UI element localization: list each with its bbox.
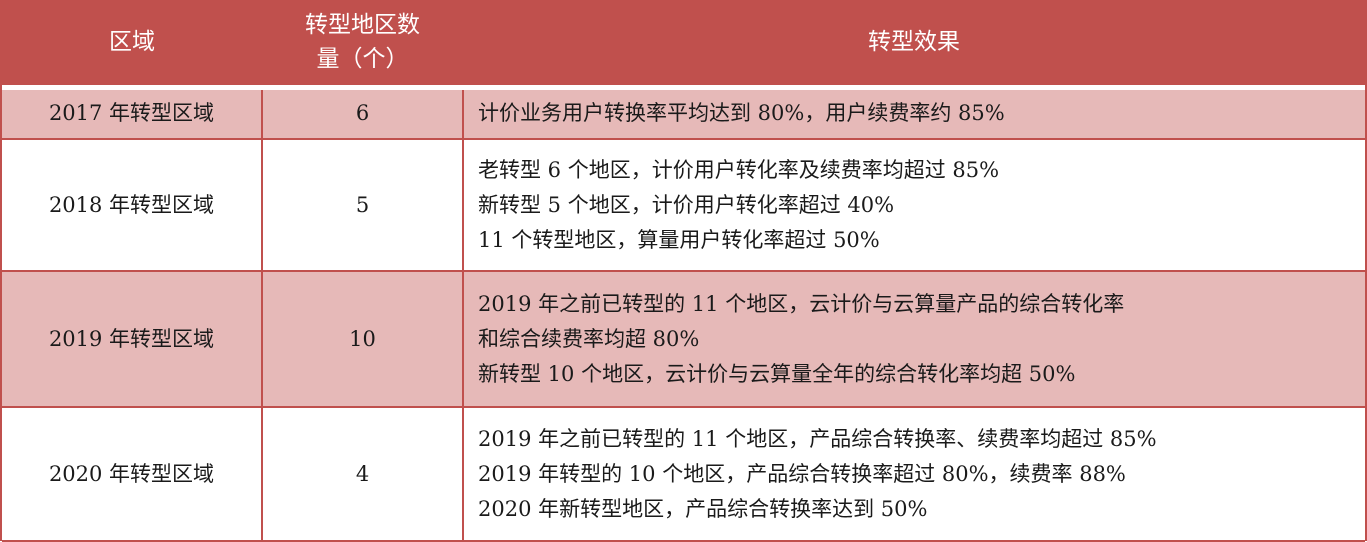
header-effect: 转型效果 [463,0,1365,87]
region-cell: 2020 年转型区域 [2,407,263,542]
header-region: 区域 [2,0,262,87]
header-count-line-1: 转型地区数 [305,12,420,39]
effect-line: 2019 年转型的 10 个地区，产品综合转换率超过 80%，续费率 88% [478,461,1126,486]
effect-line: 计价业务用户转换率平均达到 80%，用户续费率约 85% [478,101,1005,126]
effect-cell: 2019 年之前已转型的 11 个地区，产品综合转换率、续费率均超过 85% 2… [463,407,1365,542]
effect-cell: 老转型 6 个地区，计价用户转化率及续费率均超过 85% 新转型 5 个地区，计… [463,139,1365,272]
header-row: 区域 转型地区数 量（个） 转型效果 [2,0,1365,87]
header-count: 转型地区数 量（个） [262,0,463,87]
effect-cell: 计价业务用户转换率平均达到 80%，用户续费率约 85% [463,84,1365,140]
count-cell: 5 [262,139,464,272]
table-row: 2020 年转型区域 4 2019 年之前已转型的 11 个地区，产品综合转换率… [2,407,1365,542]
effect-line: 新转型 10 个地区，云计价与云算量全年的综合转化率均超 50% [478,361,1076,386]
region-cell: 2017 年转型区域 [2,84,263,140]
count-cell: 6 [262,84,464,140]
count-cell: 4 [262,407,464,542]
count-cell: 10 [262,271,464,408]
effect-cell: 2019 年之前已转型的 11 个地区，云计价与云算量产品的综合转化率 和综合续… [463,271,1365,408]
effect-line: 2020 年新转型地区，产品综合转换率达到 50% [478,496,928,521]
table-row: 2017 年转型区域 6 计价业务用户转换率平均达到 80%，用户续费率约 85… [2,84,1365,140]
region-cell: 2018 年转型区域 [2,139,263,272]
header-count-line-2: 量（个） [316,46,409,73]
effect-line: 老转型 6 个地区，计价用户转化率及续费率均超过 85% [478,157,1000,182]
table-row: 2019 年转型区域 10 2019 年之前已转型的 11 个地区，云计价与云算… [2,271,1365,408]
effect-line: 和综合续费率均超 80% [478,326,700,351]
table-header: 区域 转型地区数 量（个） 转型效果 [2,0,1365,87]
table-body: 2017 年转型区域 6 计价业务用户转换率平均达到 80%，用户续费率约 85… [2,84,1365,542]
effect-line: 11 个转型地区，算量用户转化率超过 50% [478,227,880,252]
effect-line: 2019 年之前已转型的 11 个地区，产品综合转换率、续费率均超过 85% [478,426,1157,451]
region-cell: 2019 年转型区域 [2,271,263,408]
effect-line: 2019 年之前已转型的 11 个地区，云计价与云算量产品的综合转化率 [478,291,1125,316]
effect-line: 新转型 5 个地区，计价用户转化率超过 40% [478,192,895,217]
table-row: 2018 年转型区域 5 老转型 6 个地区，计价用户转化率及续费率均超过 85… [2,139,1365,272]
